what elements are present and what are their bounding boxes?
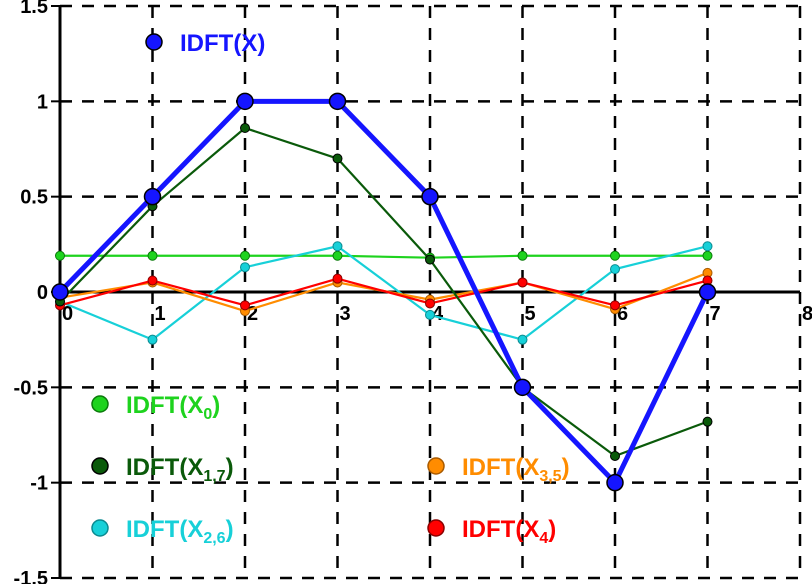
y-tick-label: 0.5 [20, 187, 48, 209]
series-marker [241, 124, 250, 133]
series-marker [145, 189, 161, 205]
y-tick-label: -0.5 [14, 377, 48, 399]
y-tick-label: -1.5 [14, 568, 48, 584]
legend-label: IDFT(X) [180, 30, 265, 57]
series-marker [703, 251, 712, 260]
legend-marker [92, 396, 108, 412]
series-marker [333, 154, 342, 163]
series-marker [148, 335, 157, 344]
y-tick-label: 1 [37, 91, 48, 113]
series-marker [700, 284, 716, 300]
series-marker [330, 93, 346, 109]
series-marker [515, 379, 531, 395]
x-tick-label: 5 [525, 303, 536, 325]
series-marker [518, 335, 527, 344]
series-marker [518, 278, 527, 287]
legend-marker [146, 34, 162, 50]
series-marker [241, 301, 250, 310]
legend-marker [92, 520, 108, 536]
series-marker [426, 299, 435, 308]
series-marker [607, 475, 623, 491]
x-tick-label: 8 [802, 303, 812, 325]
series-marker [611, 265, 620, 274]
legend-marker [92, 458, 108, 474]
series-marker [611, 251, 620, 260]
idft-chart: 012345678-1.5-1-0.500.511.5IDFT(X)IDFT(X… [0, 0, 812, 584]
y-tick-label: 1.5 [20, 0, 48, 18]
x-tick-label: 7 [710, 303, 721, 325]
series-marker [148, 251, 157, 260]
series-marker [703, 417, 712, 426]
series-marker [333, 274, 342, 283]
series-marker [703, 242, 712, 251]
legend-marker [428, 520, 444, 536]
y-tick-label: 0 [37, 282, 48, 304]
series-marker [56, 251, 65, 260]
series-marker [148, 276, 157, 285]
series-marker [241, 263, 250, 272]
series-marker [241, 251, 250, 260]
series-marker [426, 310, 435, 319]
series-marker [518, 251, 527, 260]
x-tick-label: 3 [340, 303, 351, 325]
series-marker [52, 284, 68, 300]
legend-marker [428, 458, 444, 474]
x-tick-label: 1 [155, 303, 166, 325]
series-marker [237, 93, 253, 109]
series-marker [611, 451, 620, 460]
series-marker [333, 242, 342, 251]
y-tick-label: -1 [30, 473, 48, 495]
series-marker [611, 301, 620, 310]
series-marker [333, 251, 342, 260]
series-marker [426, 255, 435, 264]
series-marker [422, 189, 438, 205]
